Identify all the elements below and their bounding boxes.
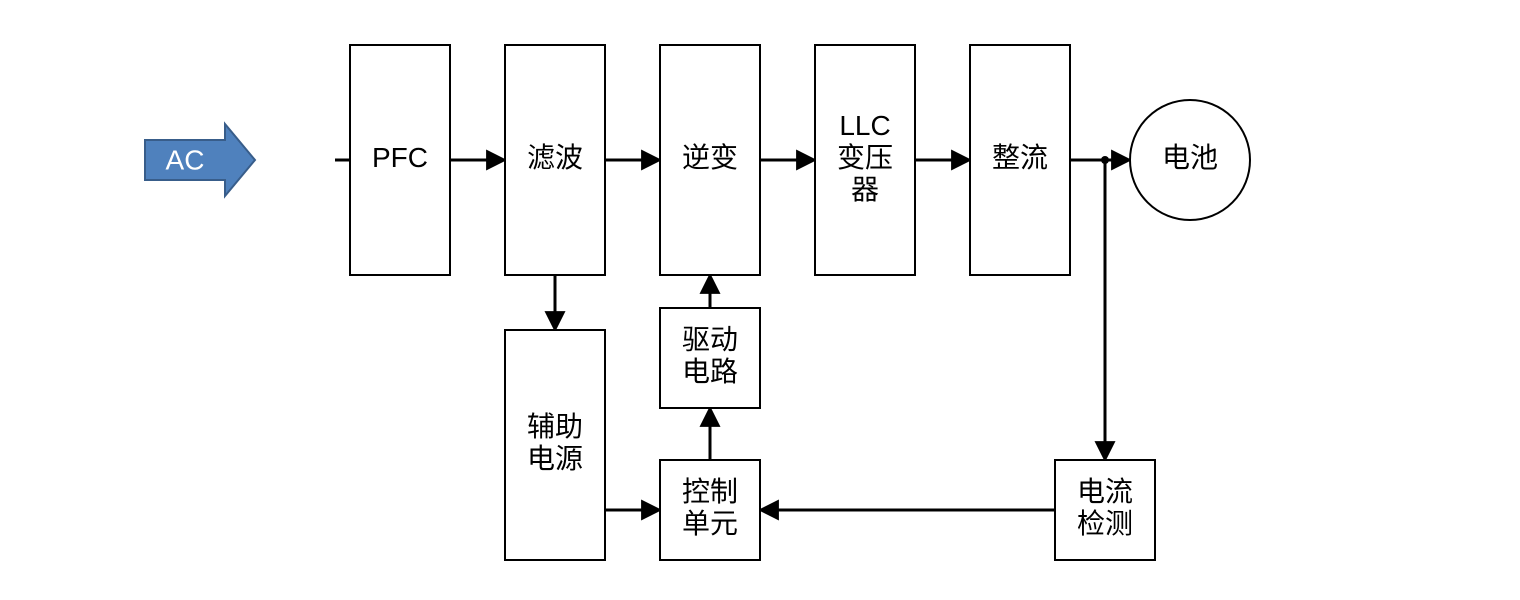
- node-pfc-label: PFC: [372, 142, 428, 173]
- node-control-label: 控制单元: [682, 476, 738, 539]
- node-sense-label: 电流检测: [1077, 476, 1133, 539]
- junction-dot: [1101, 156, 1109, 164]
- ac-input-label: AC: [166, 144, 205, 175]
- node-filter-label: 滤波: [527, 142, 583, 173]
- node-inverter-label: 逆变: [682, 142, 738, 173]
- node-drive-label: 驱动电路: [682, 324, 738, 387]
- node-rectify-label: 整流: [992, 142, 1048, 173]
- flowchart-canvas: ACPFC滤波逆变LLC变压器整流电池辅助电源驱动电路控制单元电流检测: [0, 0, 1520, 600]
- node-aux-label: 辅助电源: [527, 411, 583, 474]
- node-battery-label: 电池: [1162, 142, 1218, 173]
